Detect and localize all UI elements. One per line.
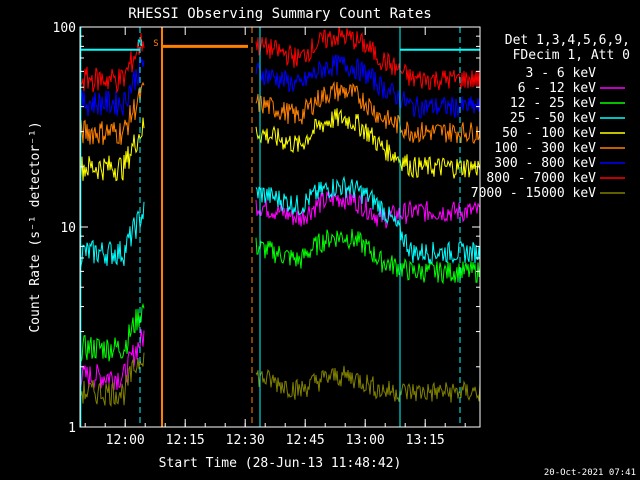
- x-tick-label: 12:30: [226, 433, 265, 448]
- series-line-pre: [79, 201, 145, 268]
- legend-entry: 800 - 7000 keV: [486, 171, 596, 186]
- series-line-post: [255, 108, 481, 179]
- flag-annotation: N: [137, 39, 142, 49]
- series-line-post: [255, 54, 481, 119]
- series-line-post: [255, 365, 481, 403]
- series-line-post: [255, 256, 481, 345]
- series-line-post: [255, 81, 481, 145]
- flag-annotation: S: [153, 39, 158, 49]
- series-line-pre: [79, 117, 145, 182]
- series-line-pre: [79, 302, 145, 362]
- y-tick-label: 10: [60, 221, 76, 236]
- series-line-pre: [79, 32, 145, 94]
- x-axis-label: Start Time (28-Jun-13 11:48:42): [159, 456, 402, 471]
- legend: Det 1,3,4,5,6,9,FDecim 1, Att 0 3 - 6 keV…: [471, 33, 630, 201]
- series-line-post: [255, 228, 481, 285]
- series-line-post: [255, 188, 481, 229]
- series-line-pre: [79, 56, 145, 117]
- timestamp: 20-Oct-2021 07:41: [544, 468, 636, 478]
- x-tick-label: 13:15: [406, 433, 445, 448]
- x-tick-label: 12:00: [106, 433, 145, 448]
- series-line-pre: [79, 329, 145, 391]
- legend-entry: 7000 - 15000 keV: [471, 186, 596, 201]
- series-layer: [79, 26, 481, 408]
- x-tick-label: 13:00: [346, 433, 385, 448]
- legend-entry: 50 - 100 keV: [502, 126, 596, 141]
- series-line-pre: [79, 352, 145, 408]
- y-tick-label: 100: [53, 21, 76, 36]
- axis-layer: 1 10 100 12:00 12:15 12:30 12:45 13:00 13:15: [53, 21, 480, 448]
- legend-header: Det 1,3,4,5,6,9,: [505, 33, 630, 48]
- x-tick-label: 12:45: [286, 433, 325, 448]
- legend-entry: 6 - 12 keV: [518, 81, 596, 96]
- chart-title: RHESSI Observing Summary Count Rates: [128, 6, 431, 22]
- legend-entry: 12 - 25 keV: [510, 96, 596, 111]
- series-line-post: [255, 26, 481, 91]
- y-axis-label: Count Rate (s⁻¹ detector⁻¹): [28, 121, 43, 332]
- legend-header: FDecim 1, Att 0: [513, 48, 630, 63]
- x-tick-label: 12:15: [166, 433, 205, 448]
- series-line-pre: [79, 81, 145, 145]
- legend-entry: 25 - 50 keV: [510, 111, 596, 126]
- legend-entry: 300 - 800 keV: [494, 156, 596, 171]
- y-tick-label: 1: [68, 421, 76, 436]
- legend-entry: 3 - 6 keV: [526, 66, 597, 81]
- series-line-post: [255, 175, 481, 264]
- legend-entry: 100 - 300 keV: [494, 141, 596, 156]
